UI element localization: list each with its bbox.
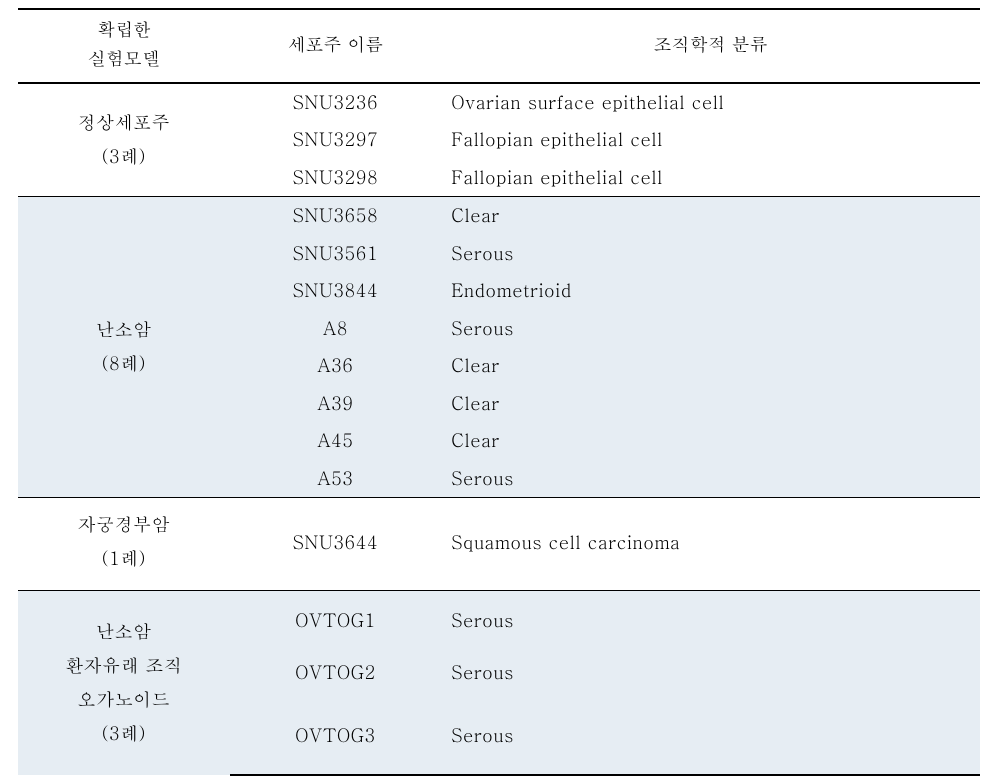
- table-row: 난소암 (8례) SNU3658 Clear: [18, 197, 980, 235]
- table-row: 난소암 환자유래 조직 오가노이드 (3례) OVTOG1 Serous: [18, 591, 980, 647]
- classification: Clear: [441, 347, 980, 385]
- cell-name: SNU3298: [230, 159, 442, 197]
- classification: Fallopian epithelial cell: [441, 121, 980, 159]
- classification: Endometrioid: [441, 272, 980, 310]
- classification: Fallopian epithelial cell: [441, 159, 980, 197]
- table-row: 정상세포주 (3례) SNU3236 Ovarian surface epith…: [18, 83, 980, 122]
- cell-name: OVTOG3: [230, 710, 442, 775]
- header-model-line1: 확립한: [22, 16, 226, 45]
- classification: Ovarian surface epithelial cell: [441, 83, 980, 122]
- cell-name: A53: [230, 460, 442, 498]
- classification: Clear: [441, 422, 980, 460]
- cell-name: OVTOG1: [230, 591, 442, 647]
- classification: Serous: [441, 235, 980, 273]
- table-header-row: 확립한 실험모델 세포주 이름 조직학적 분류: [18, 9, 980, 83]
- cell-name: OVTOG2: [230, 647, 442, 711]
- classification: Clear: [441, 385, 980, 423]
- classification: Serous: [441, 460, 980, 498]
- classification: Serous: [441, 710, 980, 775]
- model-cell: 난소암 환자유래 조직 오가노이드 (3례): [18, 591, 230, 775]
- model-cell: 정상세포주 (3례): [18, 83, 230, 197]
- cell-name: SNU3844: [230, 272, 442, 310]
- model-line: (3례): [24, 717, 224, 751]
- cell-name: SNU3236: [230, 83, 442, 122]
- model-cell: 자궁경부암 (1례): [18, 498, 230, 591]
- cell-name: A8: [230, 310, 442, 348]
- header-classification: 조직학적 분류: [441, 9, 980, 83]
- cell-name: A45: [230, 422, 442, 460]
- header-model: 확립한 실험모델: [18, 9, 230, 83]
- cell-name: SNU3297: [230, 121, 442, 159]
- header-model-line2: 실험모델: [22, 45, 226, 74]
- classification: Clear: [441, 197, 980, 235]
- model-line: 정상세포주: [24, 106, 224, 140]
- cell-name: SNU3561: [230, 235, 442, 273]
- header-cell-name: 세포주 이름: [230, 9, 442, 83]
- cell-name: A39: [230, 385, 442, 423]
- table-row: 자궁경부암 (1례) SNU3644 Squamous cell carcino…: [18, 498, 980, 591]
- classification: Serous: [441, 647, 980, 711]
- table-body: 정상세포주 (3례) SNU3236 Ovarian surface epith…: [18, 83, 980, 775]
- cell-name: SNU3658: [230, 197, 442, 235]
- cell-line-table: 확립한 실험모델 세포주 이름 조직학적 분류 정상세포주 (3례) SNU32…: [18, 8, 980, 776]
- cell-name: SNU3644: [230, 498, 442, 591]
- model-line: 난소암: [24, 313, 224, 347]
- classification: Serous: [441, 310, 980, 348]
- classification: Serous: [441, 591, 980, 647]
- cell-name: A36: [230, 347, 442, 385]
- model-line: 오가노이드: [24, 683, 224, 717]
- model-cell: 난소암 (8례): [18, 197, 230, 498]
- model-line: (1례): [24, 542, 224, 576]
- model-line: (3례): [24, 140, 224, 174]
- classification: Squamous cell carcinoma: [441, 498, 980, 591]
- model-line: 자궁경부암: [24, 508, 224, 542]
- model-line: 환자유래 조직: [24, 649, 224, 683]
- model-line: (8례): [24, 347, 224, 381]
- model-line: 난소암: [24, 615, 224, 649]
